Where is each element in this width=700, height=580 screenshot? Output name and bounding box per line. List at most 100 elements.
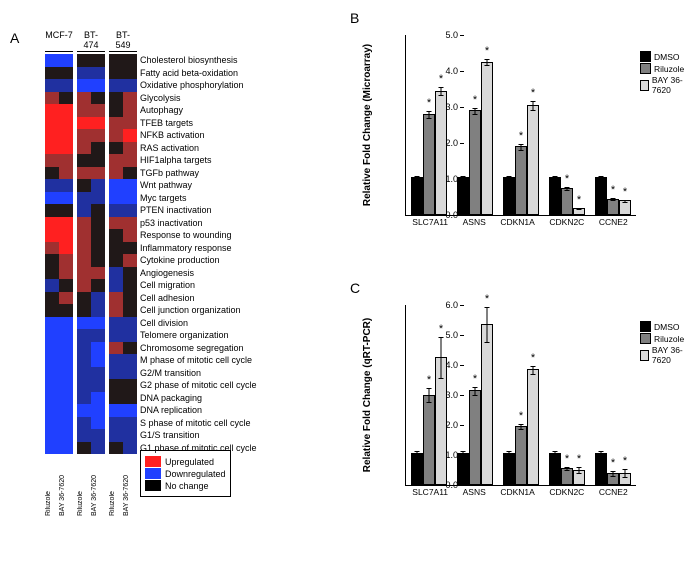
heatmap-cell xyxy=(91,404,105,417)
bar xyxy=(549,453,561,485)
heatmap-cell xyxy=(91,342,105,355)
heatmap-cell xyxy=(45,279,59,292)
heatmap-cell xyxy=(77,104,91,117)
panel-b-label: B xyxy=(350,10,359,26)
heatmap: MCF-7BT-474BT-549 Cholesterol biosynthes… xyxy=(45,30,257,516)
error-bar xyxy=(579,208,580,210)
heatmap-cell xyxy=(45,229,59,242)
heatmap-cell xyxy=(59,304,73,317)
heatmap-cell xyxy=(91,129,105,142)
heatmap-cell xyxy=(45,404,59,417)
significance-star: * xyxy=(519,410,523,422)
heatmap-cell xyxy=(45,92,59,105)
gene-label: CDKN2C xyxy=(549,487,584,497)
significance-star: * xyxy=(565,173,569,185)
error-bar xyxy=(429,388,430,403)
bar: * xyxy=(435,357,447,485)
heatmap-cell xyxy=(59,404,73,417)
treatment-label: BAY 36-7620 xyxy=(59,456,73,516)
significance-star: * xyxy=(531,87,535,99)
heatmap-cell xyxy=(45,79,59,92)
heatmap-cell xyxy=(123,117,137,130)
pathway-label: Inflammatory response xyxy=(140,242,257,255)
heatmap-cell xyxy=(123,317,137,330)
bar: * xyxy=(515,426,527,485)
heatmap-cell xyxy=(91,167,105,180)
error-bar xyxy=(567,467,568,472)
bar xyxy=(503,453,515,485)
heatmap-cell xyxy=(45,142,59,155)
pathway-label: p53 inactivation xyxy=(140,217,257,230)
pathway-label: HIF1alpha targets xyxy=(140,154,257,167)
heatmap-cell xyxy=(109,317,123,330)
legend-item: BAY 36-7620 xyxy=(640,345,690,365)
error-bar xyxy=(441,337,442,379)
bar xyxy=(503,177,515,215)
pathway-label: DNA replication xyxy=(140,404,257,417)
heatmap-cell xyxy=(77,392,91,405)
bar: * xyxy=(423,395,435,486)
heatmap-cell xyxy=(123,217,137,230)
treatment-label: BAY 36-7620 xyxy=(123,456,137,516)
heatmap-cell xyxy=(77,404,91,417)
heatmap-cell xyxy=(59,267,73,280)
heatmap-cell xyxy=(59,367,73,380)
heatmap-cell xyxy=(91,104,105,117)
panels-bc: B 0.01.02.03.04.05.0Relative Fold Change… xyxy=(350,10,690,530)
panel-a: A MCF-7BT-474BT-549 Cholesterol biosynth… xyxy=(10,10,350,530)
heatmap-cell xyxy=(45,392,59,405)
heatmap-cell xyxy=(45,204,59,217)
x-labels: SLC7A11ASNSCDKN1ACDKN2CCCNE2 xyxy=(405,487,635,497)
bar xyxy=(411,453,423,485)
significance-star: * xyxy=(485,45,489,57)
pathway-label: PTEN inactivation xyxy=(140,204,257,217)
significance-star: * xyxy=(565,453,569,465)
error-bar xyxy=(533,101,534,112)
heatmap-cell xyxy=(45,342,59,355)
heatmap-cell xyxy=(123,304,137,317)
error-bar xyxy=(417,176,418,180)
gene-label: ASNS xyxy=(463,217,486,227)
heatmap-cell xyxy=(45,104,59,117)
significance-star: * xyxy=(427,374,431,386)
error-bar xyxy=(625,469,626,478)
significance-star: * xyxy=(623,455,627,467)
bar: * xyxy=(423,114,435,215)
heatmap-cell xyxy=(109,217,123,230)
heatmap-cell xyxy=(123,367,137,380)
error-bar xyxy=(509,176,510,180)
heatmap-cell xyxy=(77,154,91,167)
bar: * xyxy=(619,473,631,486)
heatmap-cell xyxy=(45,192,59,205)
gene-label: ASNS xyxy=(463,487,486,497)
pathway-label: Myc targets xyxy=(140,192,257,205)
pathway-label: G1/S transition xyxy=(140,429,257,442)
heatmap-cell xyxy=(77,429,91,442)
heatmap-cell xyxy=(109,79,123,92)
heatmap-cell xyxy=(45,154,59,167)
heatmap-cell xyxy=(59,379,73,392)
bar-group: ** xyxy=(411,357,447,485)
legend-item: Riluzole xyxy=(640,333,690,344)
pathway-label: Cytokine production xyxy=(140,254,257,267)
heatmap-cell xyxy=(109,142,123,155)
heatmap-cell xyxy=(45,429,59,442)
heatmap-cell xyxy=(91,329,105,342)
error-bar xyxy=(613,471,614,477)
gene-label: SLC7A11 xyxy=(412,217,448,227)
heatmap-cell xyxy=(59,442,73,455)
heatmap-cell xyxy=(59,217,73,230)
error-bar xyxy=(555,176,556,180)
pathway-label: Wnt pathway xyxy=(140,179,257,192)
error-bar xyxy=(487,307,488,343)
heatmap-cell xyxy=(109,67,123,80)
error-bar xyxy=(509,451,510,457)
gene-label: SLC7A11 xyxy=(412,487,448,497)
heatmap-cell xyxy=(91,192,105,205)
heatmap-cell xyxy=(77,292,91,305)
figure: A MCF-7BT-474BT-549 Cholesterol biosynth… xyxy=(10,10,690,530)
panel-a-label: A xyxy=(10,30,19,46)
heatmap-cell xyxy=(77,417,91,430)
bar-group: ** xyxy=(457,62,493,215)
bar: * xyxy=(573,470,585,486)
